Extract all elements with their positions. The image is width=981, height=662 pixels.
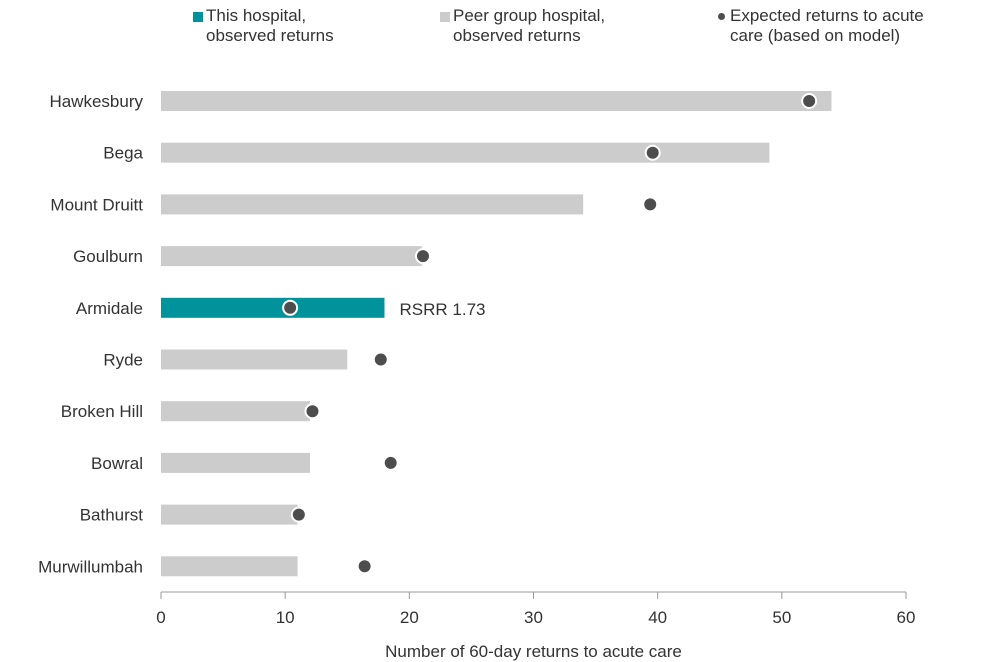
bar-bathurst	[161, 504, 298, 525]
bar-bega	[161, 142, 770, 163]
expected-marker-armidale	[282, 299, 299, 316]
markers-layer	[282, 93, 818, 575]
x-tick-label-60: 60	[897, 608, 916, 627]
category-label-broken-hill: Broken Hill	[61, 402, 143, 421]
legend-label-this-hospital: This hospital, observed returns	[206, 6, 334, 45]
expected-marker-bathurst	[290, 506, 307, 523]
category-label-armidale: Armidale	[76, 299, 143, 318]
expected-marker-bega	[644, 144, 661, 161]
bar-mount-druitt	[161, 194, 584, 215]
x-tick-label-20: 20	[400, 608, 419, 627]
x-tick-label-10: 10	[276, 608, 295, 627]
highlight-annotation: RSRR 1.73	[400, 300, 486, 319]
category-label-murwillumbah: Murwillumbah	[38, 557, 143, 576]
labels-layer: Hawkesbury Bega Mount Druitt Goulburn Armida…	[38, 92, 485, 576]
category-label-bathurst: Bathurst	[80, 506, 144, 525]
legend-label-peer-group: Peer group hospital, observed returns	[453, 6, 606, 45]
category-label-goulburn: Goulburn	[73, 247, 143, 266]
bar-hawkesbury	[161, 91, 832, 111]
x-axis: 0 10 20 30 40 50 60 Number of 60-day returns to…	[156, 591, 916, 661]
x-tick-label-30: 30	[524, 608, 543, 627]
bar-broken-hill	[161, 401, 310, 422]
legend-swatch-peer-group	[440, 12, 450, 22]
expected-marker-bowral	[382, 454, 399, 471]
bar-goulburn	[161, 246, 422, 267]
category-label-bowral: Bowral	[91, 454, 143, 473]
bars-layer	[161, 91, 832, 577]
category-label-hawkesbury: Hawkesbury	[49, 92, 143, 111]
category-label-bega: Bega	[103, 144, 143, 163]
expected-marker-ryde	[372, 351, 389, 368]
legend-label-expected: Expected returns to acute care (based on…	[730, 6, 924, 45]
bar-armidale	[161, 297, 385, 318]
x-axis-title: Number of 60-day returns to acute care	[385, 642, 682, 661]
legend-marker-expected	[718, 13, 725, 20]
category-label-mount-druitt: Mount Druitt	[50, 195, 143, 214]
bar-bowral	[161, 452, 310, 473]
x-tick-label-40: 40	[648, 608, 667, 627]
bar-ryde	[161, 349, 348, 370]
expected-marker-goulburn	[414, 248, 431, 265]
expected-marker-broken-hill	[304, 403, 321, 420]
bar-murwillumbah	[161, 556, 298, 577]
x-tick-label-0: 0	[156, 608, 165, 627]
x-tick-label-50: 50	[772, 608, 791, 627]
category-label-ryde: Ryde	[103, 351, 143, 370]
legend-swatch-this-hospital	[193, 12, 203, 22]
expected-marker-hawkesbury	[801, 93, 818, 109]
expected-marker-murwillumbah	[356, 558, 373, 575]
expected-marker-mount-druitt	[642, 196, 659, 213]
